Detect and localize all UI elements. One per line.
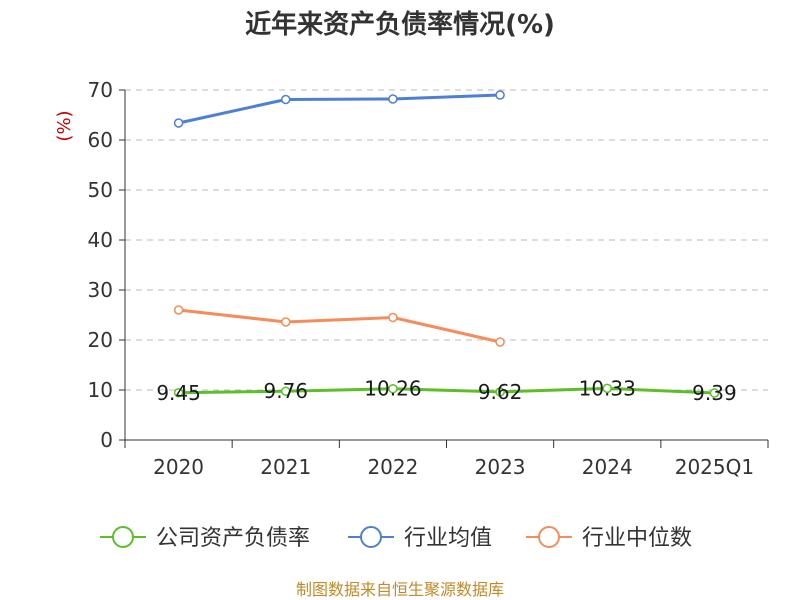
data-label: 9.76: [263, 379, 308, 403]
data-point: [388, 312, 398, 323]
data-point: [173, 305, 184, 315]
data-point: [281, 317, 291, 327]
x-tick-label: 2025Q1: [675, 455, 754, 479]
data-label: 10.26: [364, 377, 421, 401]
legend-item: 行业中位数: [526, 526, 692, 551]
y-tick-label: 40: [88, 228, 113, 252]
legend-label: 公司资产负债率: [156, 526, 310, 551]
series: [173, 90, 720, 398]
legend-swatch-marker: [360, 526, 382, 548]
y-tick-label: 70: [88, 78, 113, 102]
data-point: [709, 388, 720, 398]
legend-label: 行业均值: [404, 526, 492, 551]
legend-item: 公司资产负债率: [100, 526, 310, 551]
data-point: [173, 118, 184, 128]
data-point: [495, 387, 505, 397]
series-1: [173, 383, 720, 398]
data-label: 9.62: [478, 380, 523, 404]
data-point: [281, 94, 291, 105]
legend-item: 行业均值: [348, 526, 492, 551]
data-labels: 9.45 9.76 10.26 9.62 10.33 9.39: [156, 376, 736, 405]
x-tick-label: 2024: [582, 455, 633, 479]
x-tick-label: 2023: [475, 455, 526, 479]
data-point: [495, 90, 505, 100]
y-tick-label: 60: [88, 128, 113, 152]
data-point: [388, 94, 398, 104]
data-label: 9.45: [156, 381, 201, 405]
y-tick-label: 20: [88, 328, 113, 352]
y-tick-label: 10: [88, 378, 113, 402]
chart-title: 近年来资产负债率情况(%): [245, 9, 555, 40]
x-tick-label: 2021: [260, 455, 311, 479]
series-line: [178, 308, 501, 344]
legend: 公司资产负债率 行业均值 行业中位数: [100, 526, 692, 551]
x-tick-label: 2022: [367, 455, 418, 479]
y-tick-label: 50: [88, 178, 113, 202]
y-axis-label: (%): [54, 110, 75, 141]
data-point: [495, 337, 505, 347]
series-line: [178, 386, 715, 395]
data-point: [281, 386, 291, 396]
y-tick-label: 0: [100, 428, 113, 452]
grid: [125, 89, 768, 391]
data-point: [602, 383, 612, 394]
y-tick-label: 30: [88, 278, 113, 302]
legend-label: 行业中位数: [582, 526, 692, 551]
series-2: [173, 90, 505, 128]
data-label: 10.33: [579, 376, 636, 400]
x-tick-label: 2020: [153, 455, 204, 479]
legend-swatch-marker: [112, 526, 134, 548]
data-label: 9.39: [692, 381, 737, 405]
series-3: [173, 305, 505, 347]
legend-swatch-marker: [538, 526, 560, 548]
axes: 0 10 20 30 40 50 60 70 2020 2021 2022 2023 2024 2025Q…: [88, 78, 769, 479]
series-line: [178, 93, 501, 125]
data-point: [388, 383, 398, 394]
footer-source: 制图数据来自恒生聚源数据库: [296, 580, 504, 599]
data-point: [173, 388, 184, 398]
